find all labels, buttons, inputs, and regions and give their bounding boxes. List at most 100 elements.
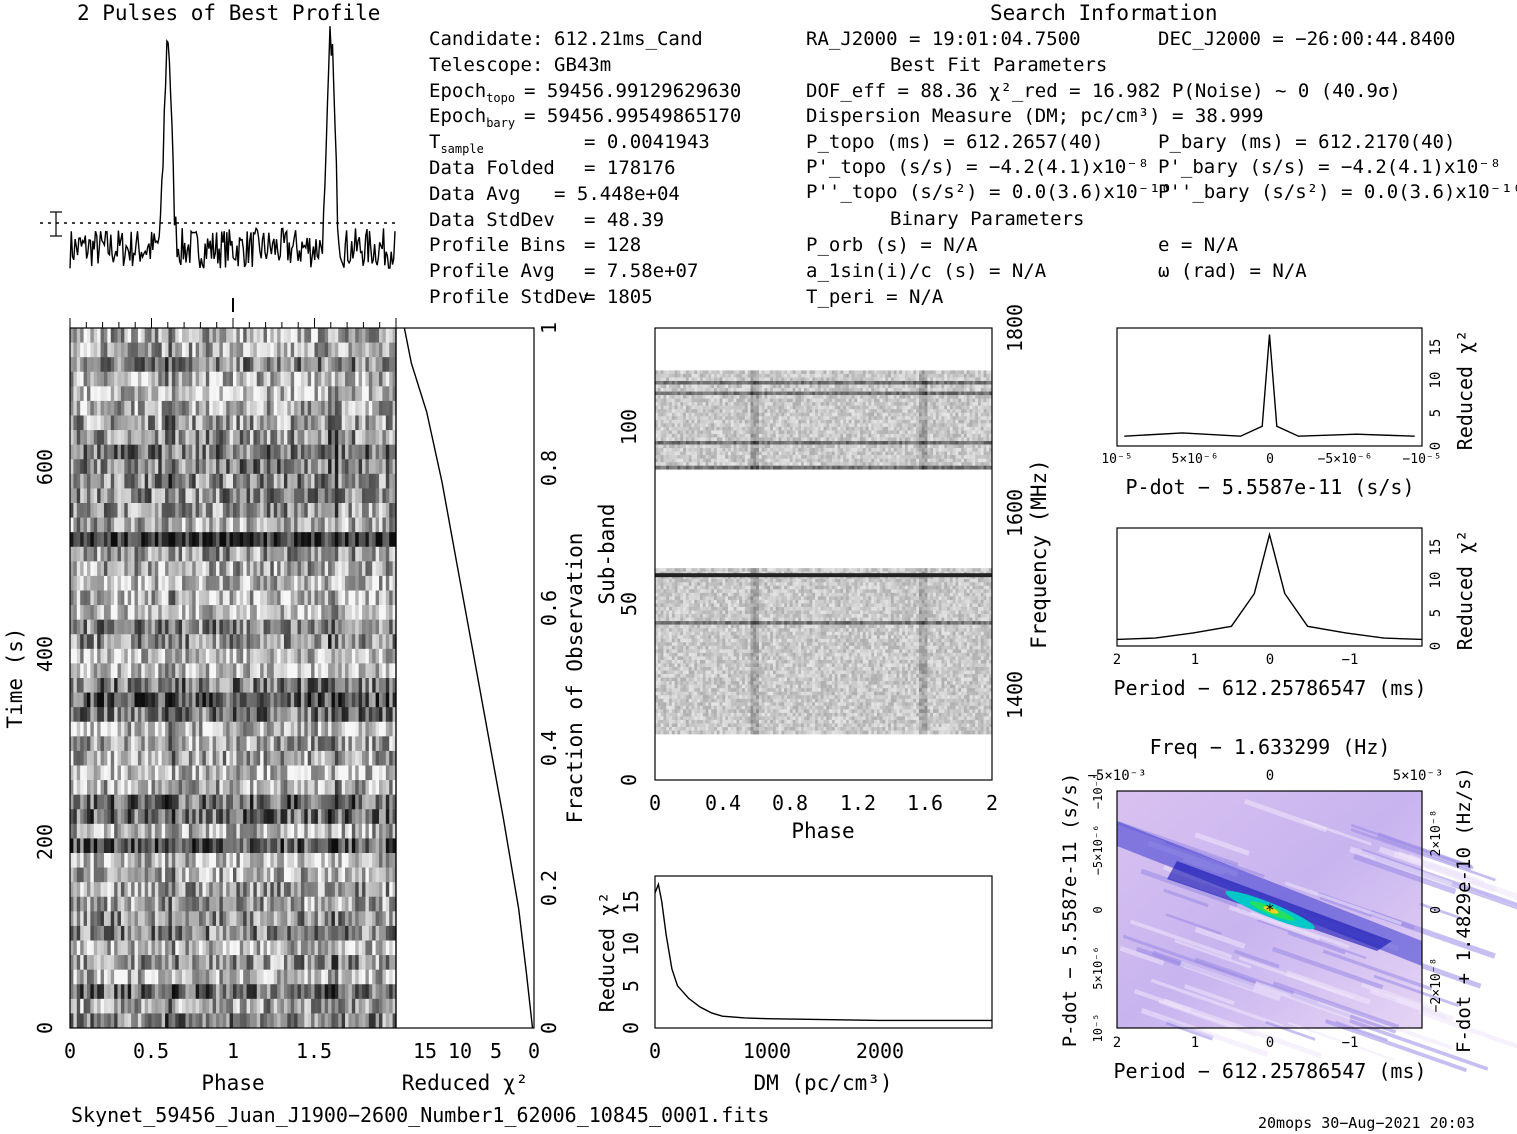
time-phase-cell <box>94 663 98 678</box>
time-phase-cell <box>202 795 206 810</box>
time-phase-cell <box>84 503 88 518</box>
time-phase-cell <box>342 634 346 649</box>
time-phase-cell <box>264 547 268 562</box>
time-phase-cell <box>338 868 342 883</box>
time-phase-cell <box>219 766 223 781</box>
time-phase-cell <box>240 824 244 839</box>
time-phase-cell <box>128 984 132 999</box>
time-phase-cell <box>155 780 159 795</box>
time-phase-cell <box>131 897 135 912</box>
time-phase-cell <box>355 853 359 868</box>
time-phase-cell <box>141 474 145 489</box>
time-phase-cell <box>260 532 264 547</box>
time-phase-cell <box>168 620 172 635</box>
time-phase-cell <box>111 401 115 416</box>
time-phase-cell <box>77 780 81 795</box>
time-phase-cell <box>362 518 366 533</box>
time-phase-cell <box>145 343 149 358</box>
time-phase-cell <box>386 999 390 1014</box>
subband-cell <box>793 568 796 572</box>
time-phase-cell <box>321 926 325 941</box>
time-phase-cell <box>135 416 139 431</box>
time-phase-cell <box>138 970 142 985</box>
time-phase-cell <box>362 488 366 503</box>
time-phase-cell <box>352 999 356 1014</box>
time-phase-cell <box>90 343 94 358</box>
time-phase-cell <box>179 401 183 416</box>
time-phase-cell <box>168 766 172 781</box>
time-phase-cell <box>216 474 220 489</box>
time-phase-cell <box>376 649 380 664</box>
time-phase-cell <box>80 897 84 912</box>
time-phase-cell <box>111 809 115 824</box>
time-phase-cell <box>90 722 94 737</box>
time-phase-cell <box>348 357 352 372</box>
time-phase-cell <box>185 911 189 926</box>
time-phase-cell <box>311 897 315 912</box>
time-phase-cell <box>87 707 91 722</box>
time-phase-cell <box>196 795 200 810</box>
time-phase-cell <box>111 897 115 912</box>
time-phase-cell <box>284 328 288 343</box>
time-phase-cell <box>107 532 111 547</box>
time-phase-cell <box>199 576 203 591</box>
time-phase-cell <box>250 955 254 970</box>
time-phase-cell <box>365 634 369 649</box>
time-phase-cell <box>77 620 81 635</box>
time-phase-cell <box>216 999 220 1014</box>
subband-cell <box>787 568 790 572</box>
time-phase-cell <box>135 824 139 839</box>
time-phase-cell <box>284 459 288 474</box>
time-phase-cell <box>335 474 339 489</box>
time-phase-cell <box>124 547 128 562</box>
time-phase-cell <box>345 853 349 868</box>
time-phase-cell <box>73 663 77 678</box>
time-phase-cell <box>145 459 149 474</box>
time-phase-cell <box>84 838 88 853</box>
time-phase-cell <box>355 532 359 547</box>
time-phase-cell <box>281 561 285 576</box>
time-phase-cell <box>223 999 227 1014</box>
time-phase-cell <box>118 518 122 533</box>
time-phase-cell <box>277 780 281 795</box>
time-phase-cell <box>321 430 325 445</box>
time-phase-cell <box>389 984 393 999</box>
time-phase-cell <box>199 1013 203 1028</box>
time-phase-cell <box>240 1013 244 1028</box>
time-phase-cell <box>287 386 291 401</box>
time-phase-cell <box>185 605 189 620</box>
time-phase-cell <box>247 401 251 416</box>
time-phase-cell <box>243 722 247 737</box>
time-phase-cell <box>223 591 227 606</box>
time-phase-cell <box>148 838 152 853</box>
time-phase-cell <box>250 357 254 372</box>
time-phase-cell <box>270 766 274 781</box>
time-phase-cell <box>84 984 88 999</box>
time-phase-cell <box>240 751 244 766</box>
time-phase-cell <box>382 605 386 620</box>
time-phase-cell <box>135 999 139 1014</box>
time-phase-cell <box>135 736 139 751</box>
time-phase-cell <box>182 809 186 824</box>
time-phase-cell <box>192 751 196 766</box>
time-phase-cell <box>213 372 217 387</box>
time-phase-cell <box>284 649 288 664</box>
time-phase-cell <box>94 620 98 635</box>
time-phase-cell <box>311 576 315 591</box>
time-phase-cell <box>369 386 373 401</box>
time-phase-cell <box>345 474 349 489</box>
time-phase-cell <box>141 707 145 722</box>
time-phase-cell <box>315 1013 319 1028</box>
time-phase-cell <box>162 824 166 839</box>
time-phase-cell <box>253 401 257 416</box>
time-phase-cell <box>257 736 261 751</box>
time-phase-cell <box>298 809 302 824</box>
time-phase-cell <box>362 416 366 431</box>
time-phase-cell <box>342 663 346 678</box>
time-phase-cell <box>223 736 227 751</box>
time-phase-cell <box>189 372 193 387</box>
time-phase-cell <box>182 766 186 781</box>
time-phase-cell <box>233 576 237 591</box>
time-phase-cell <box>298 795 302 810</box>
time-phase-cell <box>141 591 145 606</box>
